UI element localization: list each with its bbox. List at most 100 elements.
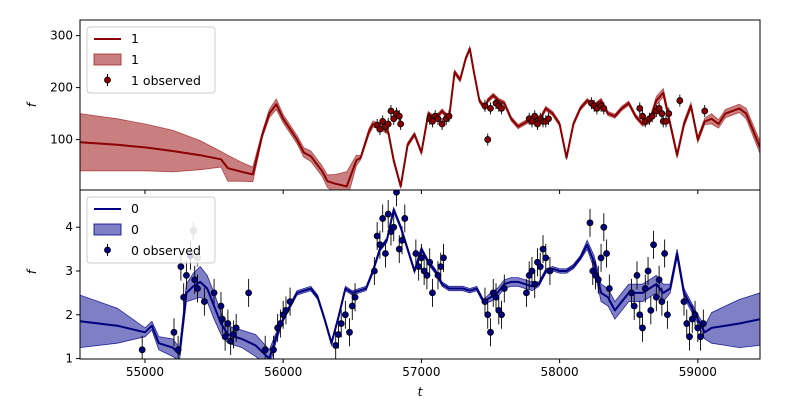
- bottom-observed-point: [686, 333, 693, 341]
- bottom-observed-point: [603, 250, 610, 257]
- bottom-panel: 1 2 3 4 55000 56000 57000 58000 59000 f t 0 0 0…: [25, 189, 761, 399]
- top-observed-point: [498, 104, 505, 112]
- bottom-observed-point: [600, 223, 608, 231]
- bottom-observed-point: [341, 311, 349, 319]
- bottom-observed-point: [282, 307, 290, 314]
- bottom-observed-point: [415, 263, 423, 271]
- top-legend: 1 1 1 observed: [86, 26, 216, 94]
- bottom-observed-point: [376, 241, 384, 249]
- bottom-observed-point: [644, 267, 652, 275]
- bottom-observed-point: [546, 267, 554, 275]
- bottom-observed-point: [384, 210, 392, 218]
- top-y-tick-label: 200: [50, 81, 73, 95]
- bottom-observed-point: [658, 298, 666, 306]
- bottom-observed-point: [655, 276, 663, 284]
- bottom-observed-point: [641, 285, 649, 292]
- bottom-observed-point: [429, 289, 436, 297]
- bottom-observed-point: [335, 331, 342, 338]
- bottom-observed-point: [138, 346, 146, 354]
- top-legend-observed-label: 1 observed: [131, 73, 201, 88]
- bottom-observed-point: [332, 342, 340, 349]
- bottom-observed-point: [177, 263, 185, 271]
- top-observed-point: [636, 104, 644, 112]
- bottom-x-tick-label: 57000: [402, 365, 440, 379]
- bottom-observed-point: [417, 254, 425, 262]
- bottom-x-tick-label: 56000: [264, 365, 302, 379]
- top-legend-marker-swatch: [104, 76, 111, 84]
- bottom-observed-point: [230, 331, 237, 338]
- bottom-observed-point: [697, 333, 704, 341]
- top-observed-point: [445, 112, 453, 120]
- bottom-observed-point: [594, 276, 602, 284]
- bottom-observed-point: [691, 311, 699, 319]
- bottom-observed-point: [647, 307, 655, 314]
- bottom-observed-point: [492, 293, 500, 301]
- bottom-observed-point: [194, 285, 201, 292]
- bottom-observed-point: [680, 298, 688, 306]
- bottom-observed-point: [437, 263, 445, 271]
- bottom-y-tick-label: 2: [65, 308, 73, 322]
- top-observed-point: [397, 120, 405, 128]
- bottom-observed-point: [523, 289, 530, 297]
- top-observed-point: [665, 110, 673, 117]
- top-observed-point: [531, 112, 539, 120]
- bottom-y-axis-label: f: [25, 268, 39, 274]
- bottom-y-tick-label: 4: [65, 220, 73, 234]
- bottom-observed-point: [227, 337, 235, 345]
- top-observed-point: [528, 117, 536, 125]
- bottom-observed-point: [412, 250, 420, 257]
- bottom-x-ticks: 55000 56000 57000 58000 59000: [126, 359, 717, 379]
- bottom-observed-point: [200, 298, 208, 306]
- top-observed-point: [387, 107, 395, 115]
- top-x-ticks: [144, 190, 699, 194]
- bottom-legend-band-swatch: [93, 223, 122, 236]
- bottom-observed-point: [373, 232, 381, 240]
- bottom-x-tick-label: 58000: [540, 365, 578, 379]
- bottom-observed-point: [390, 223, 398, 231]
- bottom-observed-point: [661, 250, 669, 257]
- bottom-plot-content: [80, 190, 760, 359]
- top-observed-point: [600, 104, 608, 112]
- top-observed-point: [395, 112, 403, 120]
- bottom-observed-point: [663, 311, 671, 319]
- top-y-ticks: 100 200 300: [50, 29, 80, 147]
- bottom-observed-point: [270, 346, 277, 354]
- bottom-observed-point: [398, 236, 406, 244]
- top-observed-point: [648, 112, 656, 120]
- bottom-legend-line-label: 0: [131, 201, 139, 216]
- bottom-observed-point: [277, 320, 284, 327]
- bottom-observed-point: [218, 315, 226, 323]
- top-observed-point: [487, 104, 494, 112]
- bottom-observed-point: [170, 328, 178, 336]
- bottom-x-tick-label: 55000: [126, 365, 164, 379]
- bottom-observed-point: [423, 271, 431, 279]
- bottom-observed-point: [348, 302, 356, 310]
- top-observed-point: [701, 107, 709, 115]
- bottom-y-tick-label: 3: [65, 264, 73, 278]
- top-observed-point: [534, 120, 541, 128]
- bottom-observed-point: [633, 271, 641, 279]
- bottom-observed-point: [434, 271, 442, 279]
- bottom-observed-point: [500, 285, 508, 292]
- bottom-x-axis-label: t: [418, 385, 424, 399]
- bottom-observed-point: [597, 254, 605, 262]
- bottom-observed-point: [531, 280, 539, 288]
- top-plot-content: [80, 45, 760, 190]
- bottom-observed-point: [484, 311, 492, 319]
- bottom-observed-point: [650, 241, 657, 249]
- top-y-tick-label: 300: [50, 29, 73, 43]
- bottom-observed-point: [191, 276, 199, 284]
- bottom-observed-point: [699, 320, 707, 327]
- bottom-legend-marker-swatch: [104, 246, 111, 254]
- bottom-observed-point: [528, 267, 536, 275]
- top-observed-point: [384, 120, 392, 128]
- bottom-observed-point: [426, 258, 434, 266]
- bottom-observed-point: [487, 328, 494, 336]
- bottom-observed-point: [221, 333, 229, 341]
- top-observed-point: [545, 115, 552, 123]
- bottom-plot-area: [80, 190, 760, 359]
- bottom-observed-point: [636, 311, 644, 319]
- bottom-observed-point: [382, 250, 389, 257]
- top-observed-point: [662, 117, 670, 125]
